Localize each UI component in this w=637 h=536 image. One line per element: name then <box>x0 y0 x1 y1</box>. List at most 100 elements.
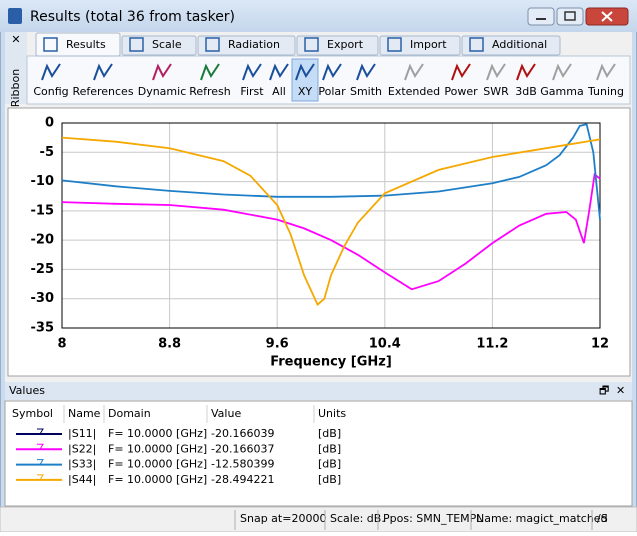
tab-label: Additional <box>492 38 547 51</box>
panel-title: Values <box>9 384 45 397</box>
values-table <box>4 400 633 507</box>
status-item: Ppos: SMN_TEMPL <box>383 512 483 525</box>
x-axis-label: Frequency [GHz] <box>270 355 392 370</box>
symbol-marker <box>37 443 44 450</box>
maximize-button[interactable] <box>556 7 584 26</box>
panel-float[interactable]: 🗗 <box>599 384 609 397</box>
series-line <box>61 136 601 307</box>
column-header: Symbol <box>12 407 53 420</box>
cell-value: -20.166039 <box>211 427 274 440</box>
y-tick-label: 0 <box>45 116 54 131</box>
minimize-button[interactable] <box>527 7 555 26</box>
ribbon-button[interactable]: 3dB <box>515 85 537 98</box>
ribbon-button[interactable]: All <box>272 85 286 98</box>
ribbon-icon <box>451 63 471 81</box>
symbol-marker <box>37 428 44 435</box>
ribbon-button[interactable]: Power <box>444 85 478 98</box>
cell-name: |S11| <box>68 427 96 440</box>
y-tick-label: -15 <box>31 203 55 218</box>
status-item: Name: magict_matched <box>476 512 608 525</box>
column-header: Domain <box>108 407 151 420</box>
series-line <box>61 172 601 291</box>
ribbon-label: Ribbon <box>9 69 22 107</box>
ribbon-icon <box>404 63 424 81</box>
cell-domain: F= 10.0000 [GHz] <box>108 473 207 486</box>
symbol-marker <box>37 474 44 481</box>
status-item: /S <box>597 512 608 525</box>
x-tick-label: 8.8 <box>158 337 181 352</box>
ribbon-button[interactable]: Config <box>33 85 68 98</box>
close-glyph <box>601 11 613 22</box>
cell-units: [dB] <box>318 458 341 471</box>
tab-icon <box>469 37 484 52</box>
series-line <box>61 123 601 220</box>
ribbon-button[interactable]: SWR <box>483 85 509 98</box>
cell-units: [dB] <box>318 442 341 455</box>
symbol-marker <box>37 459 44 465</box>
y-tick-label: -35 <box>31 321 55 336</box>
ribbon-button[interactable]: First <box>240 85 264 98</box>
ribbon-icon <box>295 63 315 81</box>
column-header: Name <box>68 407 101 420</box>
ribbon-button[interactable]: Dynamic <box>138 85 187 98</box>
chart-area <box>7 107 631 377</box>
ribbon-icon <box>93 63 113 81</box>
ribbon-close[interactable]: ✕ <box>11 33 20 46</box>
status-bar <box>0 506 637 533</box>
tab-label: Scale <box>152 38 182 51</box>
status-item: Snap at=20000 <box>240 512 326 525</box>
ribbon-icon <box>322 63 342 81</box>
window-title: Results (total 36 from tasker) <box>30 9 235 25</box>
ribbon-icon <box>200 63 220 81</box>
ribbon-button[interactable]: Tuning <box>587 85 624 98</box>
cell-domain: F= 10.0000 [GHz] <box>108 458 207 471</box>
ribbon-icon <box>486 63 506 81</box>
ribbon-button[interactable]: XY <box>298 85 313 98</box>
maximize-glyph <box>564 11 576 21</box>
tab-icon <box>43 37 58 52</box>
cell-value: -20.166037 <box>211 442 274 455</box>
ribbon-button[interactable]: Gamma <box>540 85 583 98</box>
tab[interactable] <box>197 35 296 56</box>
ribbon-panel <box>26 55 631 105</box>
tab-label: Radiation <box>228 38 280 51</box>
ribbon-side <box>5 32 27 104</box>
tab-label: Results <box>66 38 106 51</box>
values-header <box>5 382 632 400</box>
ribbon-button[interactable]: Refresh <box>189 85 231 98</box>
cell-name: |S33| <box>68 458 96 471</box>
ribbon-icon <box>269 63 289 81</box>
x-tick-label: 10.4 <box>369 337 401 352</box>
cell-value: -28.494221 <box>211 473 274 486</box>
ribbon-button[interactable]: References <box>72 85 133 98</box>
ribbon-button[interactable]: Extended <box>388 85 440 98</box>
ribbon-icon <box>552 63 572 81</box>
ribbon-icon <box>596 63 616 81</box>
y-tick-label: -30 <box>31 291 55 306</box>
x-tick-label: 11.2 <box>476 337 508 352</box>
tab-label: Import <box>410 38 447 51</box>
cell-value: -12.580399 <box>211 458 274 471</box>
ribbon-icon <box>516 63 536 81</box>
cell-name: |S22| <box>68 442 96 455</box>
app-icon <box>8 8 22 24</box>
cell-name: |S44| <box>68 473 96 486</box>
y-tick-label: -5 <box>40 145 54 160</box>
ribbon-icon <box>242 63 262 81</box>
x-tick-label: 9.6 <box>266 337 289 352</box>
panel-close[interactable]: ✕ <box>616 384 625 397</box>
plot-border <box>61 122 601 329</box>
cell-units: [dB] <box>318 427 341 440</box>
tab[interactable] <box>461 35 561 56</box>
column-header: Units <box>318 407 346 420</box>
tab-icon <box>129 37 144 52</box>
cell-domain: F= 10.0000 [GHz] <box>108 427 207 440</box>
ribbon-button[interactable]: Polar <box>318 85 346 98</box>
y-tick-label: -10 <box>31 174 55 189</box>
y-tick-label: -25 <box>31 262 55 277</box>
y-tick-label: -20 <box>31 233 55 248</box>
tab-icon <box>304 37 319 52</box>
ribbon-button[interactable]: Smith <box>350 85 382 98</box>
status-item: Scale: dB. <box>330 512 385 525</box>
